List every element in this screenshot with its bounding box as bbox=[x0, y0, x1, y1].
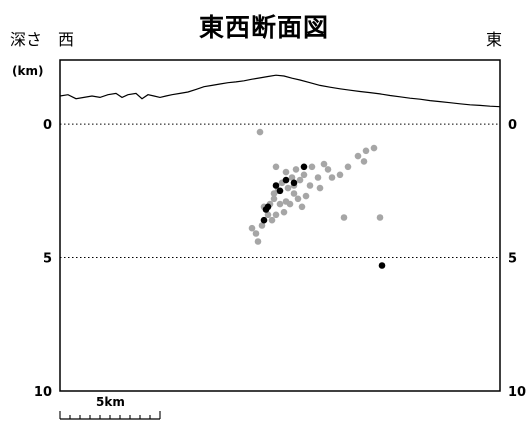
minor-earthquake-point bbox=[272, 163, 280, 171]
minor-earthquake-point bbox=[282, 198, 290, 205]
chart-title: 東西断面図 bbox=[198, 13, 329, 42]
minor-earthquake-point bbox=[316, 184, 324, 192]
minor-earthquake-point bbox=[248, 224, 256, 232]
major-earthquake-point bbox=[262, 206, 270, 213]
depth-unit-label: (km) bbox=[12, 64, 44, 78]
scale-bar-label: 5km bbox=[96, 395, 125, 409]
minor-earthquake-point bbox=[300, 171, 308, 179]
major-earthquake-points bbox=[260, 163, 386, 269]
minor-earthquake-point bbox=[264, 211, 272, 219]
east-direction-label: 東 bbox=[485, 30, 502, 49]
minor-earthquake-point bbox=[294, 195, 302, 203]
minor-earthquake-point bbox=[370, 144, 378, 152]
minor-earthquake-point bbox=[256, 128, 264, 136]
minor-earthquake-point bbox=[280, 208, 288, 216]
minor-earthquake-point bbox=[308, 163, 316, 171]
major-earthquake-point bbox=[272, 182, 280, 189]
minor-earthquake-point bbox=[376, 214, 384, 221]
west-direction-label: 西 bbox=[58, 30, 75, 49]
major-earthquake-point bbox=[276, 187, 284, 195]
major-earthquake-point bbox=[378, 262, 386, 269]
tick-label-left-0: 0 bbox=[43, 118, 52, 133]
minor-earthquake-point bbox=[306, 182, 314, 189]
minor-earthquake-point bbox=[362, 147, 370, 155]
minor-earthquake-point bbox=[282, 168, 290, 176]
minor-earthquake-point bbox=[354, 152, 362, 160]
tick-label-right-10: 10 bbox=[508, 385, 526, 400]
minor-earthquake-point bbox=[254, 238, 262, 245]
minor-earthquake-point bbox=[328, 174, 336, 181]
minor-earthquake-point bbox=[290, 190, 298, 197]
minor-earthquake-point bbox=[270, 190, 278, 197]
minor-earthquake-point bbox=[302, 192, 310, 200]
minor-earthquake-point bbox=[296, 176, 304, 184]
minor-earthquake-point bbox=[320, 160, 328, 168]
scale-bar bbox=[59, 411, 161, 420]
topography-line bbox=[59, 74, 501, 108]
plot-frame bbox=[59, 59, 501, 392]
minor-earthquake-point bbox=[270, 195, 278, 203]
minor-earthquake-point bbox=[336, 171, 344, 179]
reference-lines bbox=[60, 123, 500, 259]
minor-earthquake-point bbox=[314, 174, 322, 181]
minor-earthquake-point bbox=[288, 174, 296, 181]
depth-axis-label: 深さ bbox=[10, 30, 43, 49]
minor-earthquake-point bbox=[272, 211, 280, 219]
tick-label-left-10: 10 bbox=[34, 385, 52, 400]
minor-earthquake-point bbox=[292, 166, 300, 173]
major-earthquake-point bbox=[282, 176, 290, 184]
minor-earthquake-point bbox=[340, 214, 348, 221]
minor-earthquake-point bbox=[324, 166, 332, 173]
minor-earthquake-point bbox=[344, 163, 352, 171]
major-earthquake-point bbox=[260, 216, 268, 224]
tick-label-right-5: 5 bbox=[508, 252, 517, 267]
minor-earthquake-point bbox=[276, 200, 284, 208]
minor-earthquake-point bbox=[284, 184, 292, 192]
tick-label-right-0: 0 bbox=[508, 118, 517, 133]
depth-tick-labels: 0 0 5 5 10 10 bbox=[34, 118, 526, 400]
minor-earthquake-point bbox=[360, 158, 368, 165]
major-earthquake-point bbox=[290, 179, 298, 187]
minor-earthquake-point bbox=[298, 203, 306, 211]
minor-earthquake-point bbox=[258, 222, 266, 229]
minor-earthquake-point bbox=[268, 216, 276, 224]
major-earthquake-point bbox=[300, 163, 308, 171]
minor-earthquake-points bbox=[248, 128, 384, 245]
tick-label-left-5: 5 bbox=[43, 252, 52, 267]
minor-earthquake-point bbox=[252, 230, 260, 237]
